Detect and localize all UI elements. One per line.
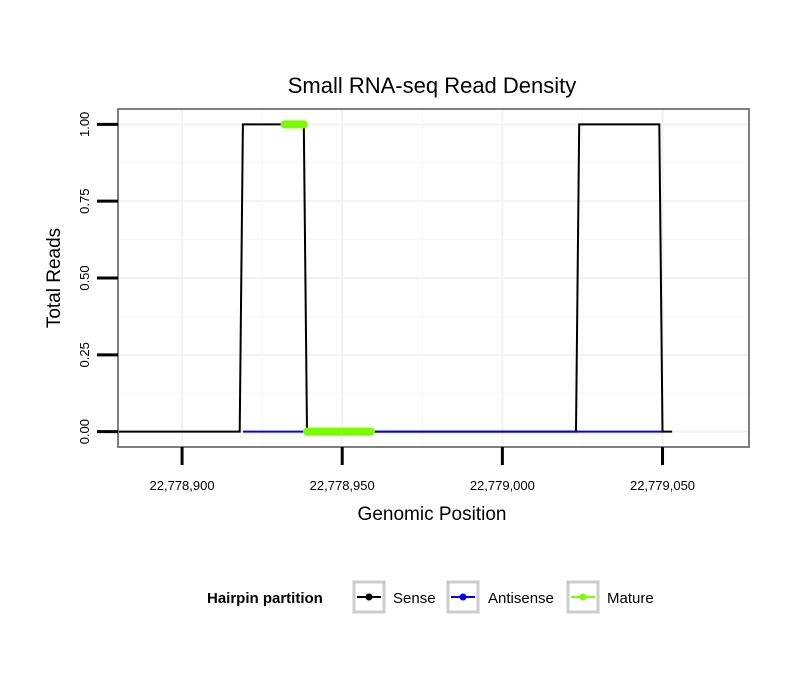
y-tick-label: 0.50 bbox=[77, 265, 92, 290]
legend-label-mature: Mature bbox=[607, 590, 654, 607]
x-tick-label: 22,779,050 bbox=[630, 478, 695, 493]
legend-title: Hairpin partition bbox=[207, 590, 323, 607]
legend-point-sense bbox=[365, 593, 373, 601]
legend-point-antisense bbox=[459, 593, 467, 601]
series-layer bbox=[108, 120, 673, 436]
y-axis-title: Total Reads bbox=[44, 228, 65, 328]
legend-point-mature bbox=[579, 593, 587, 601]
legend-label-antisense: Antisense bbox=[488, 590, 554, 607]
y-tick-label: 1.00 bbox=[77, 112, 92, 137]
legend: Hairpin partition Sense Antisense Mature bbox=[207, 580, 654, 614]
y-tick-label: 0.00 bbox=[77, 419, 92, 444]
y-tick-label: 0.25 bbox=[77, 342, 92, 367]
y-axis: 0.00 0.25 0.50 0.75 1.00 bbox=[77, 112, 118, 444]
chart-title: Small RNA-seq Read Density bbox=[288, 73, 577, 98]
x-tick-label: 22,779,000 bbox=[470, 478, 535, 493]
x-axis: 22,778,900 22,778,950 22,779,000 22,779,050 bbox=[150, 447, 695, 493]
x-axis-title: Genomic Position bbox=[358, 504, 507, 525]
x-tick-label: 22,778,900 bbox=[150, 478, 215, 493]
grid-lines bbox=[118, 109, 749, 447]
x-tick-label: 22,778,950 bbox=[310, 478, 375, 493]
y-tick-label: 0.75 bbox=[77, 189, 92, 214]
legend-label-sense: Sense bbox=[393, 590, 436, 607]
